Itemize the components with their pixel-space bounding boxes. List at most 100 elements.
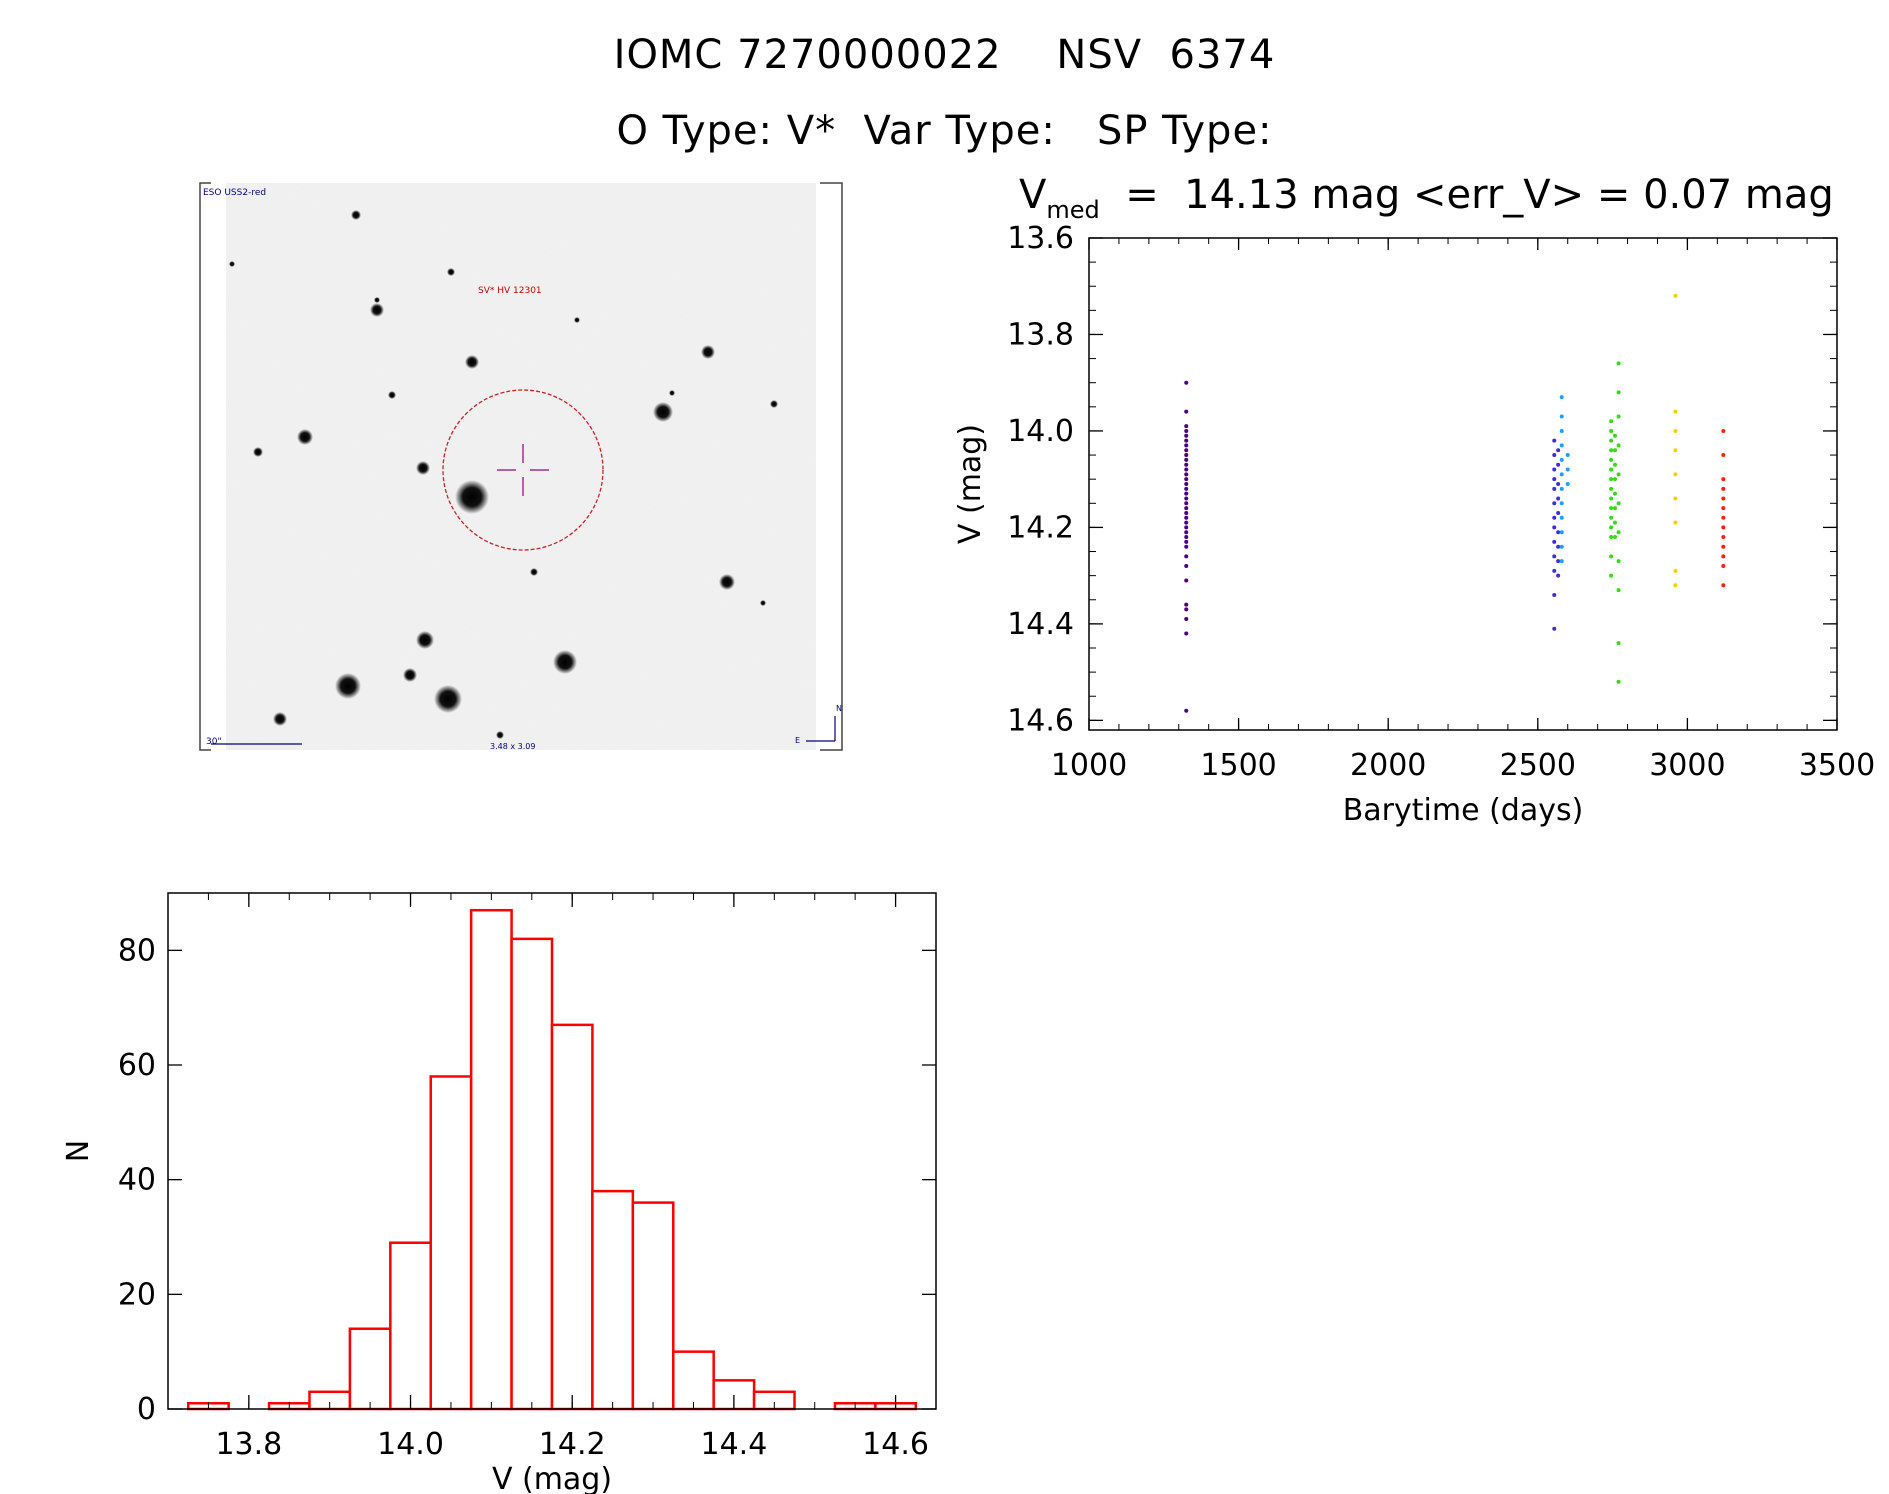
lc-data-point: [1612, 433, 1617, 438]
lc-data-point: [1184, 544, 1189, 549]
lc-data-point: [1673, 496, 1678, 501]
lc-data-point: [1184, 457, 1189, 462]
lc-data-point: [1556, 510, 1561, 515]
finder-star: [416, 631, 434, 649]
lc-data-point: [1559, 443, 1564, 448]
lc-data-point: [1721, 535, 1726, 540]
finder-star: [253, 447, 263, 457]
lc-data-point: [1552, 568, 1557, 573]
lc-data-point: [1609, 506, 1614, 511]
histogram-bar: [510, 937, 554, 1411]
lc-data-point: [1184, 520, 1189, 525]
lc-data-point: [1184, 380, 1189, 385]
lc-data-point: [1184, 496, 1189, 501]
lc-data-point: [1184, 448, 1189, 453]
lc-data-point: [1184, 506, 1189, 511]
lc-data-point: [1609, 535, 1614, 540]
lc-data-point: [1609, 438, 1614, 443]
lc-data-point: [1184, 530, 1189, 535]
lc-data-point: [1616, 559, 1621, 564]
finder-compass-north: N: [836, 704, 842, 713]
hist-xtick-label: 14.0: [377, 1427, 444, 1462]
page-subtitle: O Type: V* Var Type: SP Type:: [616, 108, 1273, 154]
lc-data-point: [1612, 520, 1617, 525]
lc-data-point: [1609, 515, 1614, 520]
lc-data-point: [1184, 409, 1189, 414]
lc-data-point: [1721, 554, 1726, 559]
hist-xtick-label: 14.4: [700, 1427, 767, 1462]
lc-data-point: [1184, 578, 1189, 583]
lc-data-point: [1616, 472, 1621, 477]
lc-data-point: [1721, 477, 1726, 482]
lc-data-point: [1616, 641, 1621, 646]
finder-star: [760, 600, 766, 606]
finder-right-bracket: [820, 182, 843, 751]
lc-data-point: [1552, 453, 1557, 458]
lc-data-point: [1673, 293, 1678, 298]
lc-data-point: [1565, 453, 1570, 458]
lc-data-point: [1184, 477, 1189, 482]
light-curve-ticks: [1088, 237, 1838, 730]
finder-star: [374, 297, 380, 303]
lc-data-point: [1612, 535, 1617, 540]
lc-data-point: [1552, 515, 1557, 520]
histogram-bar: [429, 1075, 473, 1411]
lc-data-point: [1721, 428, 1726, 433]
lc-data-point: [1609, 496, 1614, 501]
lc-data-point: [1616, 361, 1621, 366]
lc-ytick-label: 13.8: [1007, 317, 1074, 352]
lc-data-point: [1616, 443, 1621, 448]
lc-data-point: [1721, 496, 1726, 501]
finder-star: [416, 461, 430, 475]
lc-data-point: [1556, 496, 1561, 501]
lc-data-point: [1616, 390, 1621, 395]
finder-target-label: SV* HV 12301: [478, 286, 542, 296]
lc-data-point: [1609, 477, 1614, 482]
histogram-ticks: [167, 893, 937, 1410]
lc-data-point: [1609, 486, 1614, 491]
hist-ytick-label: 80: [118, 933, 156, 968]
lc-data-point: [1552, 501, 1557, 506]
lc-data-point: [1556, 559, 1561, 564]
finder-star: [496, 731, 504, 739]
lc-data-point: [1556, 530, 1561, 535]
lc-data-point: [1184, 433, 1189, 438]
lc-data-point: [1721, 564, 1726, 568]
lc-data-point: [1616, 588, 1621, 593]
lc-data-point: [1609, 467, 1614, 472]
lc-data-point: [1184, 631, 1189, 636]
lc-data-point: [1184, 607, 1189, 612]
finder-star: [297, 429, 313, 445]
finder-star: [574, 317, 580, 323]
lc-data-point: [1612, 491, 1617, 496]
lc-data-point: [1721, 453, 1726, 458]
lc-data-point: [1552, 554, 1557, 559]
lc-data-point: [1556, 544, 1561, 549]
finder-scale-label: 30": [206, 737, 222, 747]
lc-data-point: [1612, 506, 1617, 511]
lc-data-point: [1673, 472, 1678, 477]
lc-data-point: [1559, 472, 1564, 477]
lc-xtick-label: 2500: [1500, 748, 1576, 783]
lc-data-point: [1721, 544, 1726, 549]
lc-data-point: [1184, 453, 1189, 458]
light-curve-xlabel: Barytime (days): [1343, 793, 1584, 828]
lc-data-point: [1612, 477, 1617, 482]
finder-star: [719, 574, 735, 590]
finder-star: [530, 568, 538, 576]
lc-data-point: [1609, 419, 1614, 424]
hist-xtick-label: 14.2: [539, 1427, 606, 1462]
histogram-bar: [591, 1189, 635, 1411]
lc-data-point: [1673, 568, 1678, 573]
finder-star: [370, 303, 384, 317]
histogram-xlabel: V (mag): [492, 1462, 612, 1494]
light-curve-tick-labels: 1000 1500 2000 2500 3000 3500 13.6 13.8 14.0 14.2…: [1007, 221, 1875, 783]
lc-ytick-label: 14.6: [1007, 703, 1074, 738]
histogram-bar: [348, 1327, 392, 1411]
lc-data-point: [1673, 520, 1678, 525]
lc-ytick-label: 14.0: [1007, 414, 1074, 449]
hist-ytick-label: 20: [118, 1277, 156, 1312]
lc-data-point: [1184, 510, 1189, 515]
